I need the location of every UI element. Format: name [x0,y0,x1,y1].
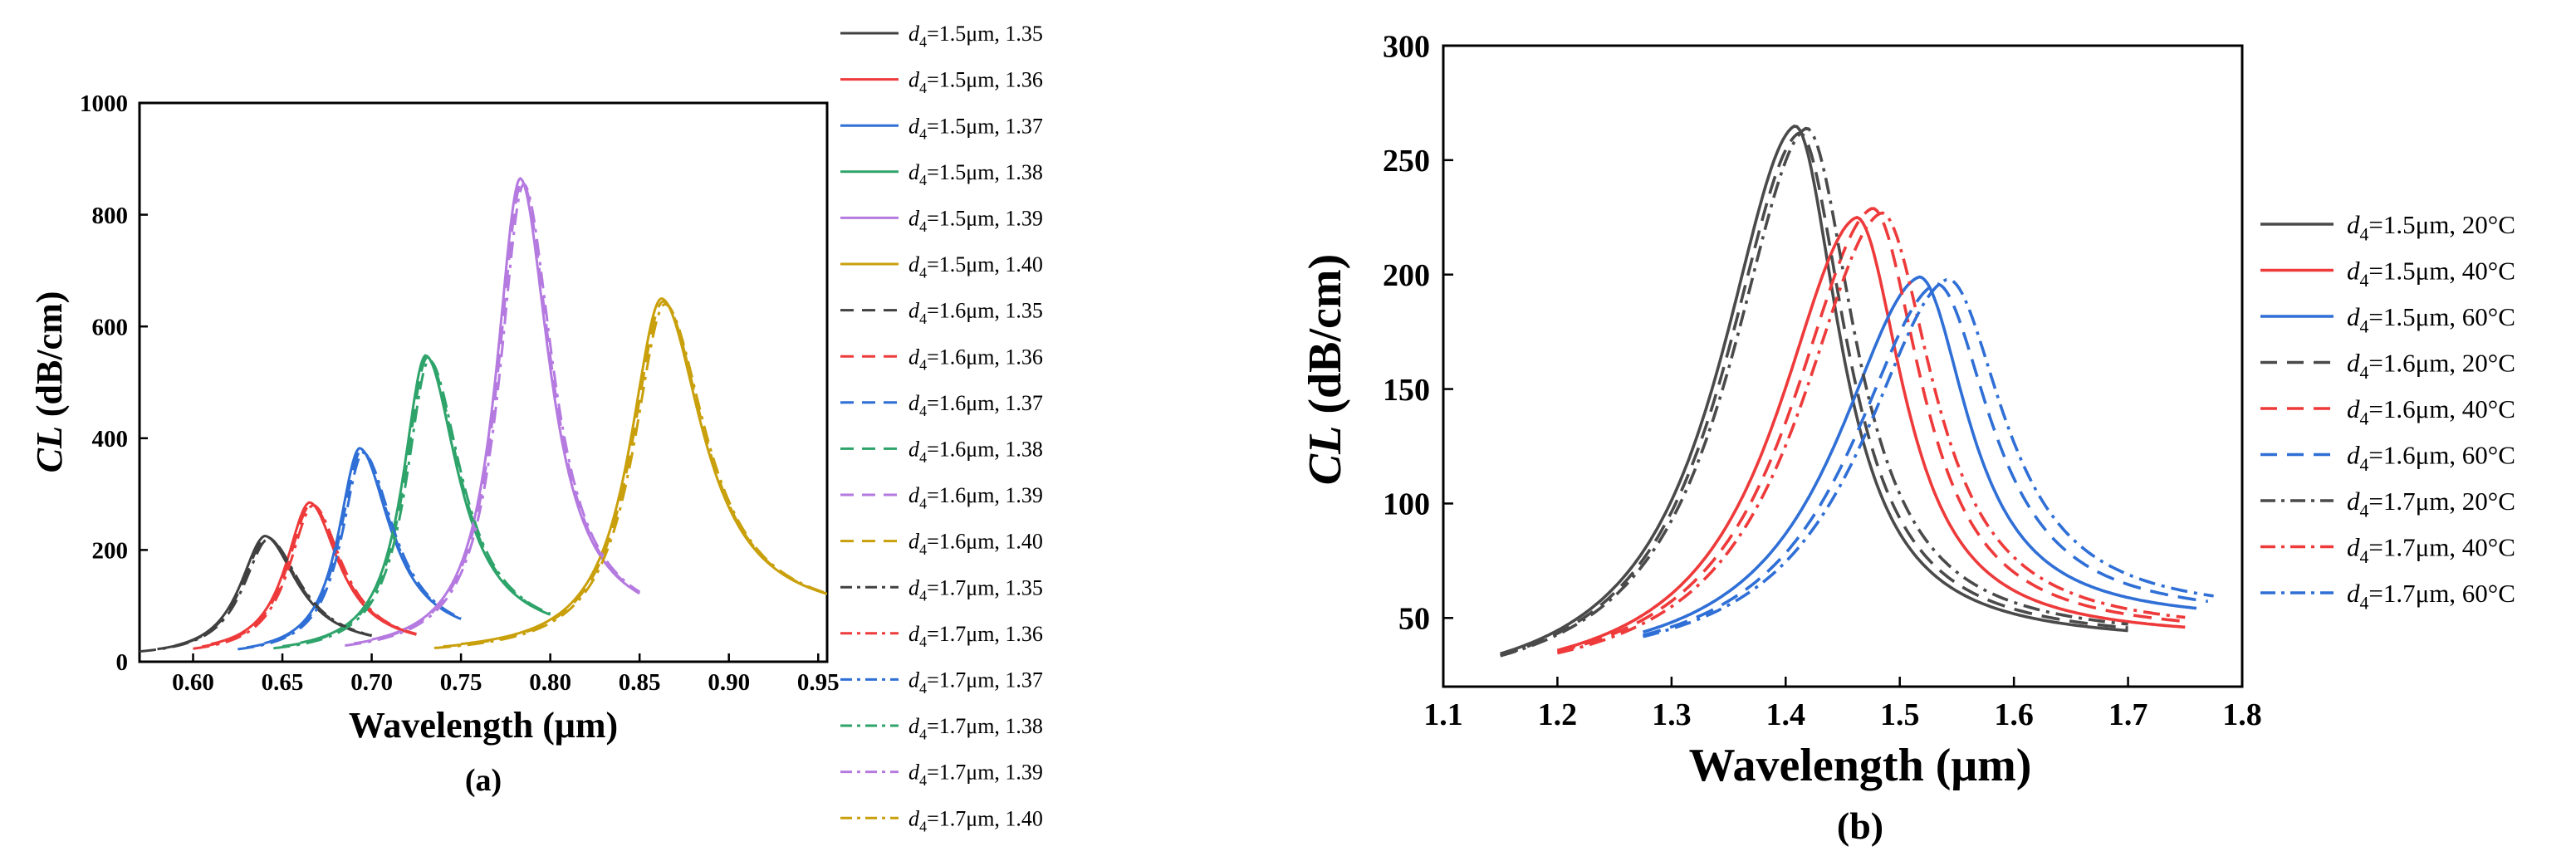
legend-a: d4=1.5μm, 1.35 d4=1.5μm, 1.36 d4=1.5μm, 1.… [840,22,1043,835]
subplot-label-b: (b) [1837,805,1883,847]
y-axis-label-a: CL (dB/cm) [29,291,70,473]
legend-label-a-15: d4=1.7μm, 1.38 [908,714,1043,742]
series-line-a-13 [193,504,417,650]
series-line-a-6 [157,536,372,651]
legend-label-a-3: d4=1.5μm, 1.38 [908,160,1043,188]
x-tick-label-b-7: 1.8 [2222,697,2262,732]
series-line-a-12 [140,537,372,653]
legend-label-a-14: d4=1.7μm, 1.37 [908,668,1043,697]
y-tick-label-b-2: 150 [1383,373,1430,408]
chart-panel-b: 1.1 1.2 1.3 1.4 1.5 1.6 1.7 1.8 50 100 150 200 250 3… [1300,29,2515,847]
y-tick-label-a-5: 1000 [80,91,128,117]
legend-label-b-3: d4=1.6μm, 20°C [2347,348,2515,383]
chart-panel-a: 0.60 0.65 0.70 0.75 0.80 0.85 0.90 0.95 0 200 400… [29,22,1043,834]
legend-label-b-2: d4=1.5μm, 60°C [2347,302,2515,337]
series-line-b-6 [1500,126,2128,658]
series-line-b-0 [1500,124,2128,656]
y-tick-label-b-0: 50 [1398,602,1430,637]
x-tick-label-a-7: 0.95 [797,669,840,696]
legend-label-a-16: d4=1.7μm, 1.39 [908,761,1043,789]
y-ticks-b: 50 100 150 200 250 300 [1383,29,1453,637]
series-line-a-15 [273,359,551,650]
legend-b: d4=1.5μm, 20°C d4=1.5μm, 40°C d4=1.5μm, 60… [2260,210,2515,614]
legend-label-a-13: d4=1.7μm, 1.36 [908,622,1043,650]
series-line-a-17 [433,302,827,649]
legend-label-a-8: d4=1.6μm, 1.37 [908,391,1043,419]
x-ticks-a: 0.60 0.65 0.70 0.75 0.80 0.85 0.90 0.95 [172,653,840,696]
curves-a [140,176,827,653]
series-line-b-7 [1556,211,2186,655]
series-line-a-9 [282,355,551,648]
x-tick-label-b-4: 1.5 [1880,697,1920,732]
x-tick-label-a-4: 0.80 [529,669,571,696]
y-axis-label-b-italic: CL [1300,426,1351,486]
y-tick-label-a-3: 600 [92,314,129,340]
x-tick-label-a-6: 0.90 [708,669,750,696]
x-tick-label-a-3: 0.75 [440,669,482,696]
series-line-a-7 [202,501,417,648]
y-tick-label-b-5: 300 [1383,29,1430,64]
legend-label-a-0: d4=1.5μm, 1.35 [908,22,1043,50]
legend-label-a-12: d4=1.7μm, 1.35 [908,575,1043,604]
series-line-b-5 [1643,282,2209,637]
x-tick-label-b-0: 1.1 [1423,697,1463,732]
legend-label-a-11: d4=1.6μm, 1.40 [908,530,1043,558]
legend-label-b-6: d4=1.7μm, 20°C [2347,487,2515,521]
y-axis-label-a-italic: CL [29,426,70,472]
x-tick-label-a-5: 0.85 [619,669,661,696]
x-axis-label-b: Wavelength (μm) [1689,740,2032,791]
x-tick-label-b-2: 1.3 [1652,697,1692,732]
plot-frame-a [138,101,829,663]
legend-label-a-1: d4=1.5μm, 1.36 [908,68,1043,96]
legend-label-a-5: d4=1.5μm, 1.40 [908,252,1043,281]
x-tick-label-a-0: 0.60 [172,669,214,696]
series-line-b-8 [1643,277,2214,638]
legend-label-a-9: d4=1.6μm, 1.38 [908,438,1043,466]
y-ticks-a: 0 200 400 600 800 1000 [80,91,148,676]
legend-label-a-2: d4=1.5μm, 1.37 [908,114,1043,142]
x-axis-label-a: Wavelength (μm) [349,705,618,746]
series-line-b-4 [1556,207,2186,653]
curves-b [1500,124,2214,658]
legend-label-a-7: d4=1.6μm, 1.36 [908,345,1043,373]
series-line-a-3 [300,354,551,644]
y-axis-label-b-rest: (dB/cm) [1300,254,1351,426]
x-ticks-b: 1.1 1.2 1.3 1.4 1.5 1.6 1.7 1.8 [1423,677,2262,732]
series-line-a-10 [353,180,640,645]
legend-label-b-8: d4=1.7μm, 60°C [2347,579,2515,614]
legend-label-b-5: d4=1.6μm, 60°C [2347,440,2515,475]
y-tick-label-a-1: 200 [92,538,129,565]
legend-label-a-6: d4=1.6μm, 1.35 [908,299,1043,327]
y-tick-label-a-2: 400 [92,426,129,453]
plot-frame-b [1442,44,2244,688]
x-tick-label-b-1: 1.2 [1538,697,1578,732]
legend-label-b-4: d4=1.6μm, 40°C [2347,394,2515,429]
series-line-a-14 [238,451,462,651]
y-tick-label-a-0: 0 [116,649,129,676]
legend-label-a-10: d4=1.6μm, 1.39 [908,483,1043,511]
series-line-b-3 [1500,130,2128,658]
legend-label-b-1: d4=1.5μm, 40°C [2347,256,2515,291]
y-tick-label-b-1: 100 [1383,487,1430,522]
x-tick-label-b-5: 1.6 [1994,697,2034,732]
legend-label-b-7: d4=1.7μm, 40°C [2347,532,2515,567]
x-tick-label-b-6: 1.7 [2108,697,2148,732]
series-line-b-1 [1556,215,2186,653]
legend-label-a-4: d4=1.5μm, 1.39 [908,207,1043,235]
y-tick-label-b-4: 250 [1383,144,1430,179]
x-tick-label-a-1: 0.65 [262,669,304,696]
series-line-b-2 [1642,275,2197,634]
y-axis-label-a-rest: (dB/cm) [29,291,70,427]
x-tick-label-a-2: 0.70 [350,669,393,696]
legend-label-a-17: d4=1.7μm, 1.40 [908,806,1043,834]
subplot-label-a: (a) [465,763,502,798]
legend-label-b-0: d4=1.5μm, 20°C [2347,210,2515,245]
y-axis-label-b: CL (dB/cm) [1300,254,1351,485]
y-tick-label-b-3: 200 [1383,258,1430,293]
y-tick-label-a-4: 800 [92,203,129,229]
x-tick-label-b-3: 1.4 [1766,697,1806,732]
